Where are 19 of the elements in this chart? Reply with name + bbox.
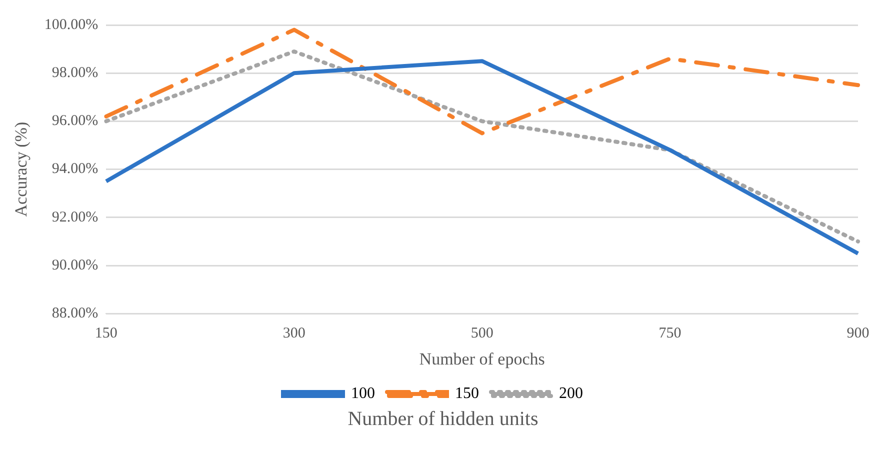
y-tick-label: 98.00% [52,65,98,82]
y-tick-label: 90.00% [52,257,98,274]
y-tick-label: 92.00% [52,209,98,226]
x-tick-label: 150 [94,326,118,342]
legend-label: 100 [351,385,375,402]
legend-title: Number of hidden units [346,408,540,431]
y-tick-label: 94.00% [52,161,98,178]
y-axis-title: Accuracy (%) [12,122,31,217]
x-axis-title: Number of epochs [419,349,545,368]
y-tick-label: 100.00% [44,16,98,33]
legend-label: 150 [455,385,479,402]
x-tick-label: 750 [658,326,682,342]
legend-label: 200 [559,385,583,402]
x-tick-label: 900 [846,326,870,342]
line-series [104,28,860,136]
y-tick-label: 88.00% [52,306,98,322]
x-tick-label: 300 [282,326,306,342]
x-tick-label: 500 [470,326,494,342]
y-tick-label: 96.00% [52,113,98,130]
